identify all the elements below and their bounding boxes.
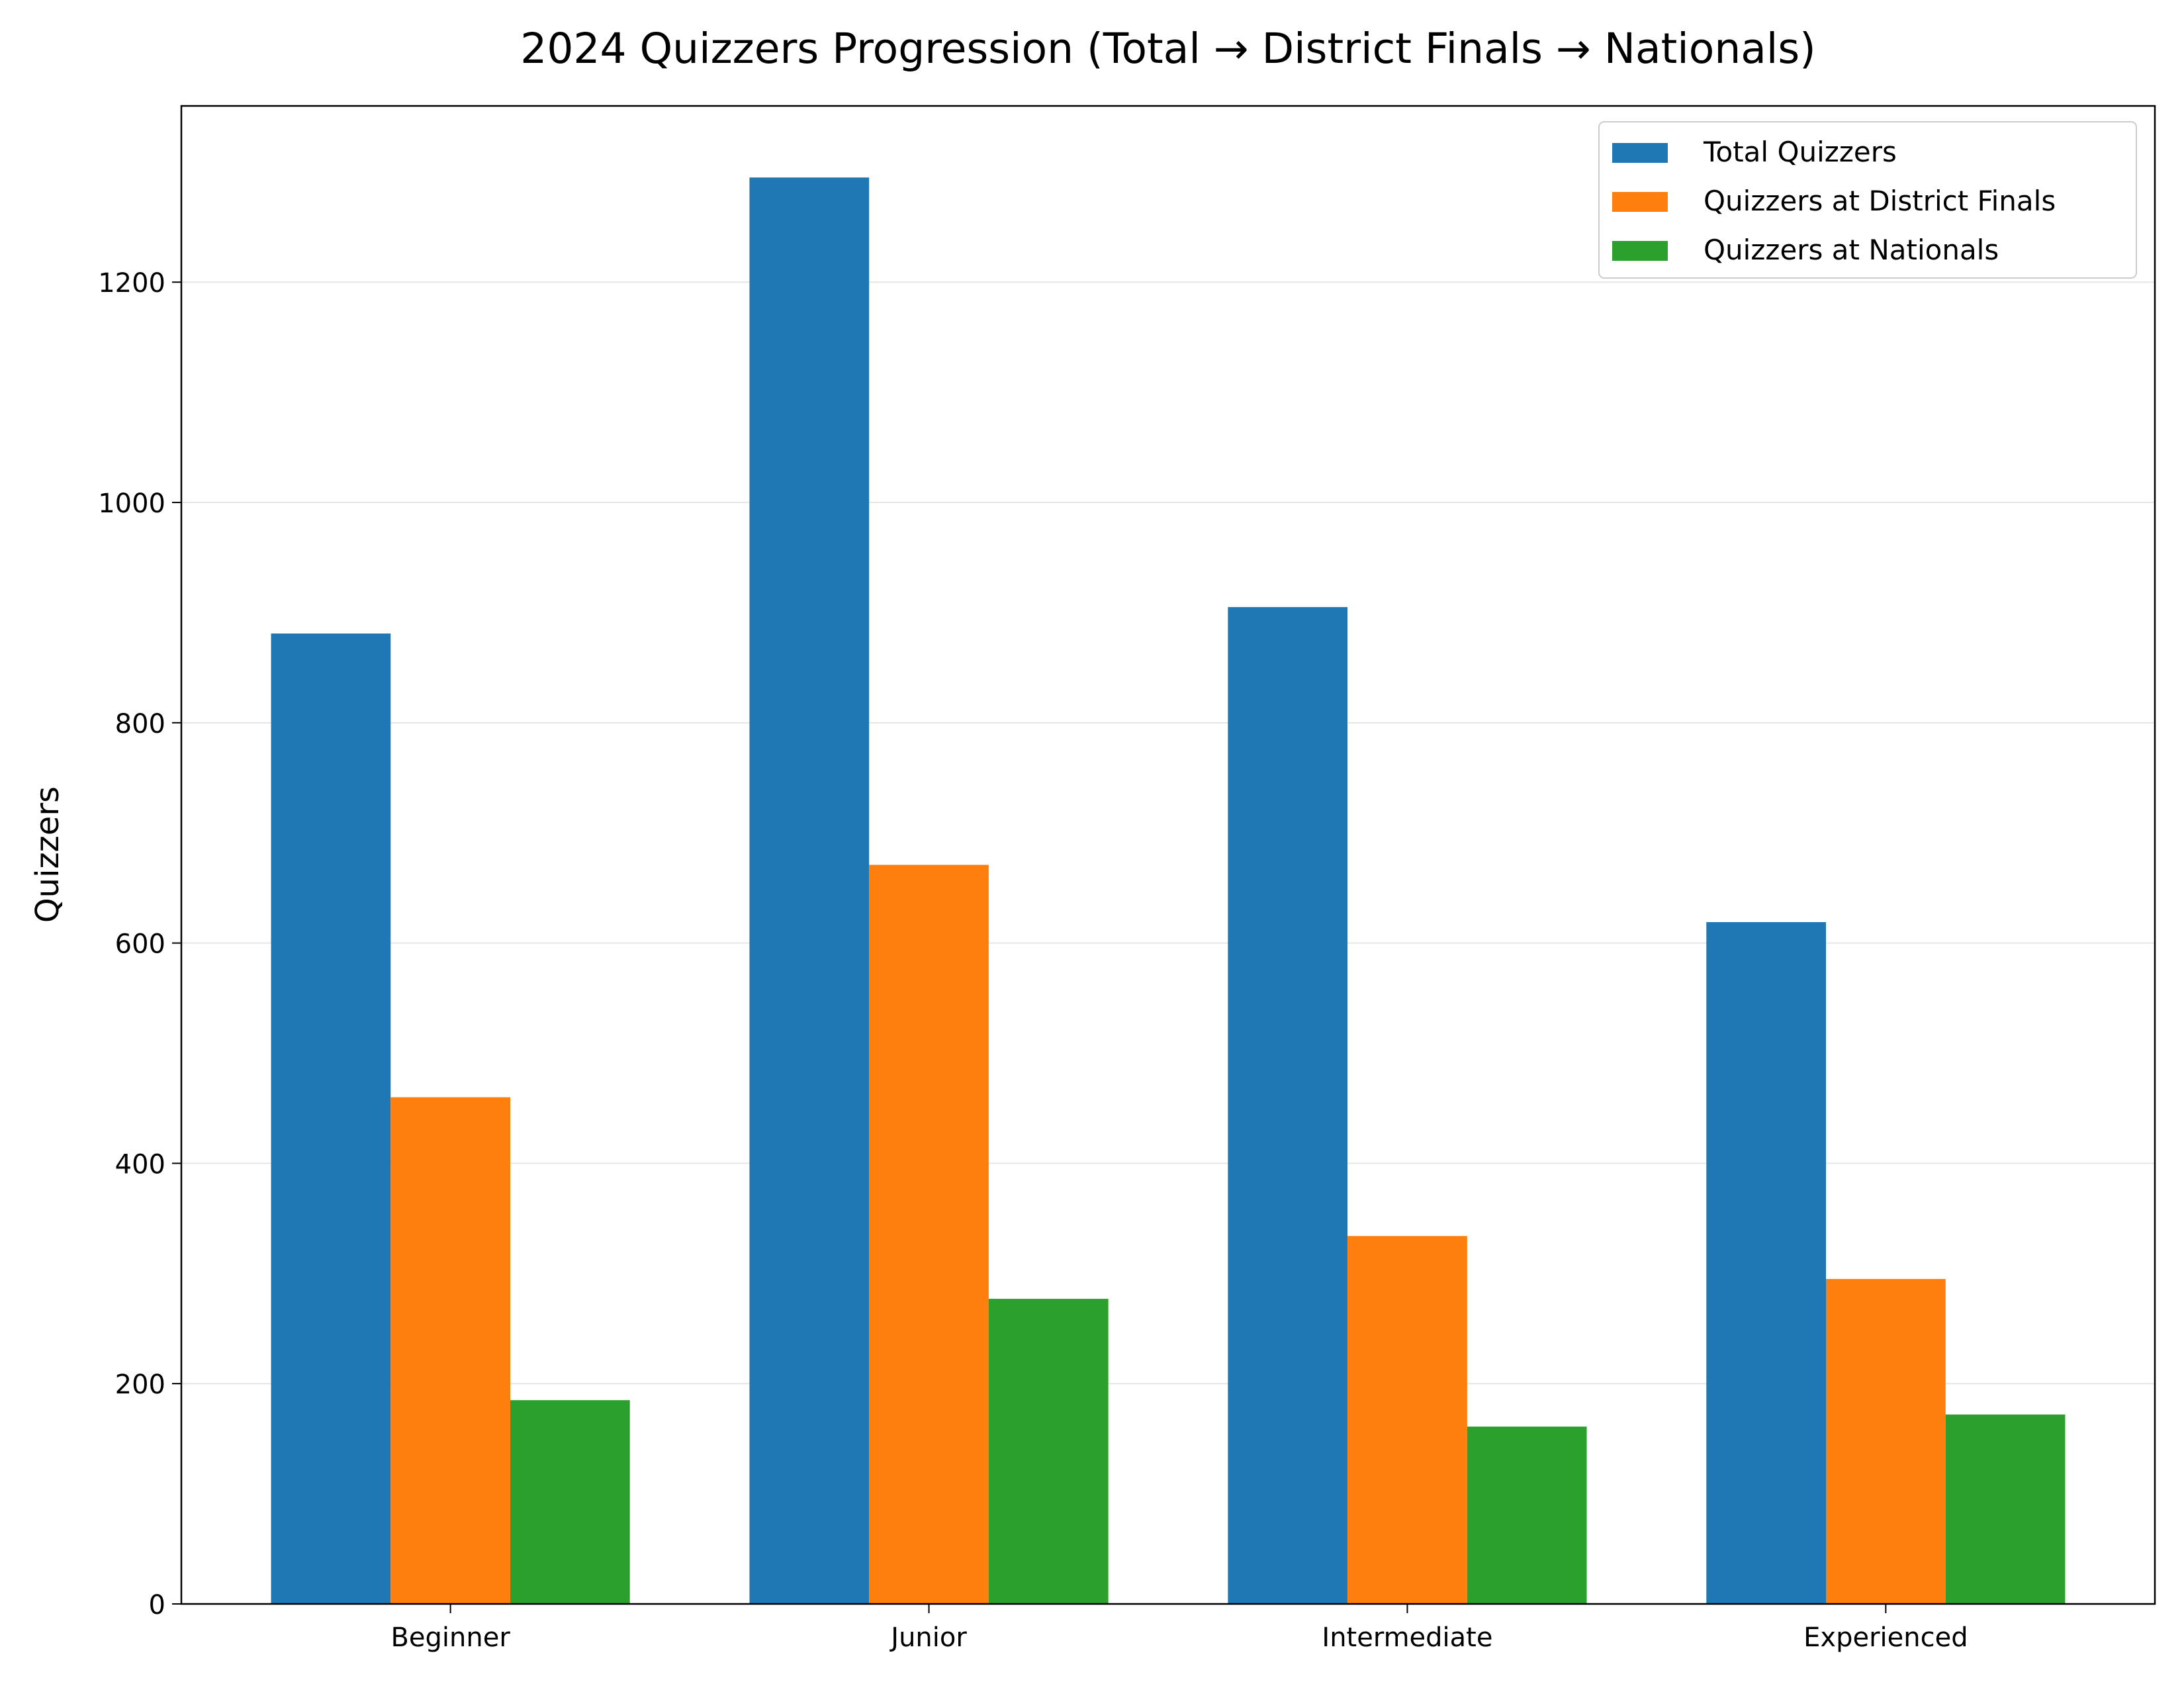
bar-total-quizzers xyxy=(271,633,391,1604)
x-tick-label: Beginner xyxy=(390,1622,510,1653)
chart-title: 2024 Quizzers Progression (Total → Distr… xyxy=(520,24,1816,73)
y-tick-label: 1000 xyxy=(98,489,165,519)
axes: 0 200 400 600 800 1000 1200 Beginner Junior Inter… xyxy=(98,105,2156,1653)
legend-swatch xyxy=(1612,192,1668,212)
bar-total-quizzers xyxy=(1706,922,1826,1604)
x-tick-label: Experienced xyxy=(1803,1622,1968,1653)
bar-quizzers-at-nationals xyxy=(1467,1427,1587,1604)
legend-label: Quizzers at Nationals xyxy=(1704,234,1999,266)
bars xyxy=(271,177,2066,1604)
legend-label: Quizzers at District Finals xyxy=(1704,185,2056,217)
y-tick-label: 400 xyxy=(115,1149,165,1180)
x-tick-label: Junior xyxy=(889,1622,967,1653)
legend-swatch xyxy=(1612,143,1668,163)
y-tick-label: 1200 xyxy=(98,268,165,299)
bar-total-quizzers xyxy=(749,177,870,1604)
legend-label: Total Quizzers xyxy=(1703,136,1897,168)
y-tick-label: 0 xyxy=(149,1590,165,1620)
bar-total-quizzers xyxy=(1228,607,1348,1604)
legend-swatch xyxy=(1612,241,1668,261)
y-axis-label: Quizzers xyxy=(29,786,66,923)
axes-frame xyxy=(180,105,2156,1605)
y-tick-label: 800 xyxy=(115,709,165,739)
bar-quizzers-at-district-finals xyxy=(1347,1236,1467,1604)
bar-quizzers-at-district-finals xyxy=(1826,1279,1946,1604)
legend-box xyxy=(1598,121,2137,279)
bar-quizzers-at-nationals xyxy=(1945,1414,2066,1604)
x-tick-label: Intermediate xyxy=(1322,1622,1492,1653)
bar-quizzers-at-district-finals xyxy=(390,1097,510,1604)
y-tick-label: 600 xyxy=(115,929,165,960)
y-tick-label: 200 xyxy=(115,1370,165,1400)
bar-quizzers-at-district-finals xyxy=(869,865,989,1604)
bar-quizzers-at-nationals xyxy=(510,1400,630,1604)
bar-quizzers-at-nationals xyxy=(988,1299,1109,1604)
legend: Total Quizzers Quizzers at District Final… xyxy=(1598,121,2137,279)
